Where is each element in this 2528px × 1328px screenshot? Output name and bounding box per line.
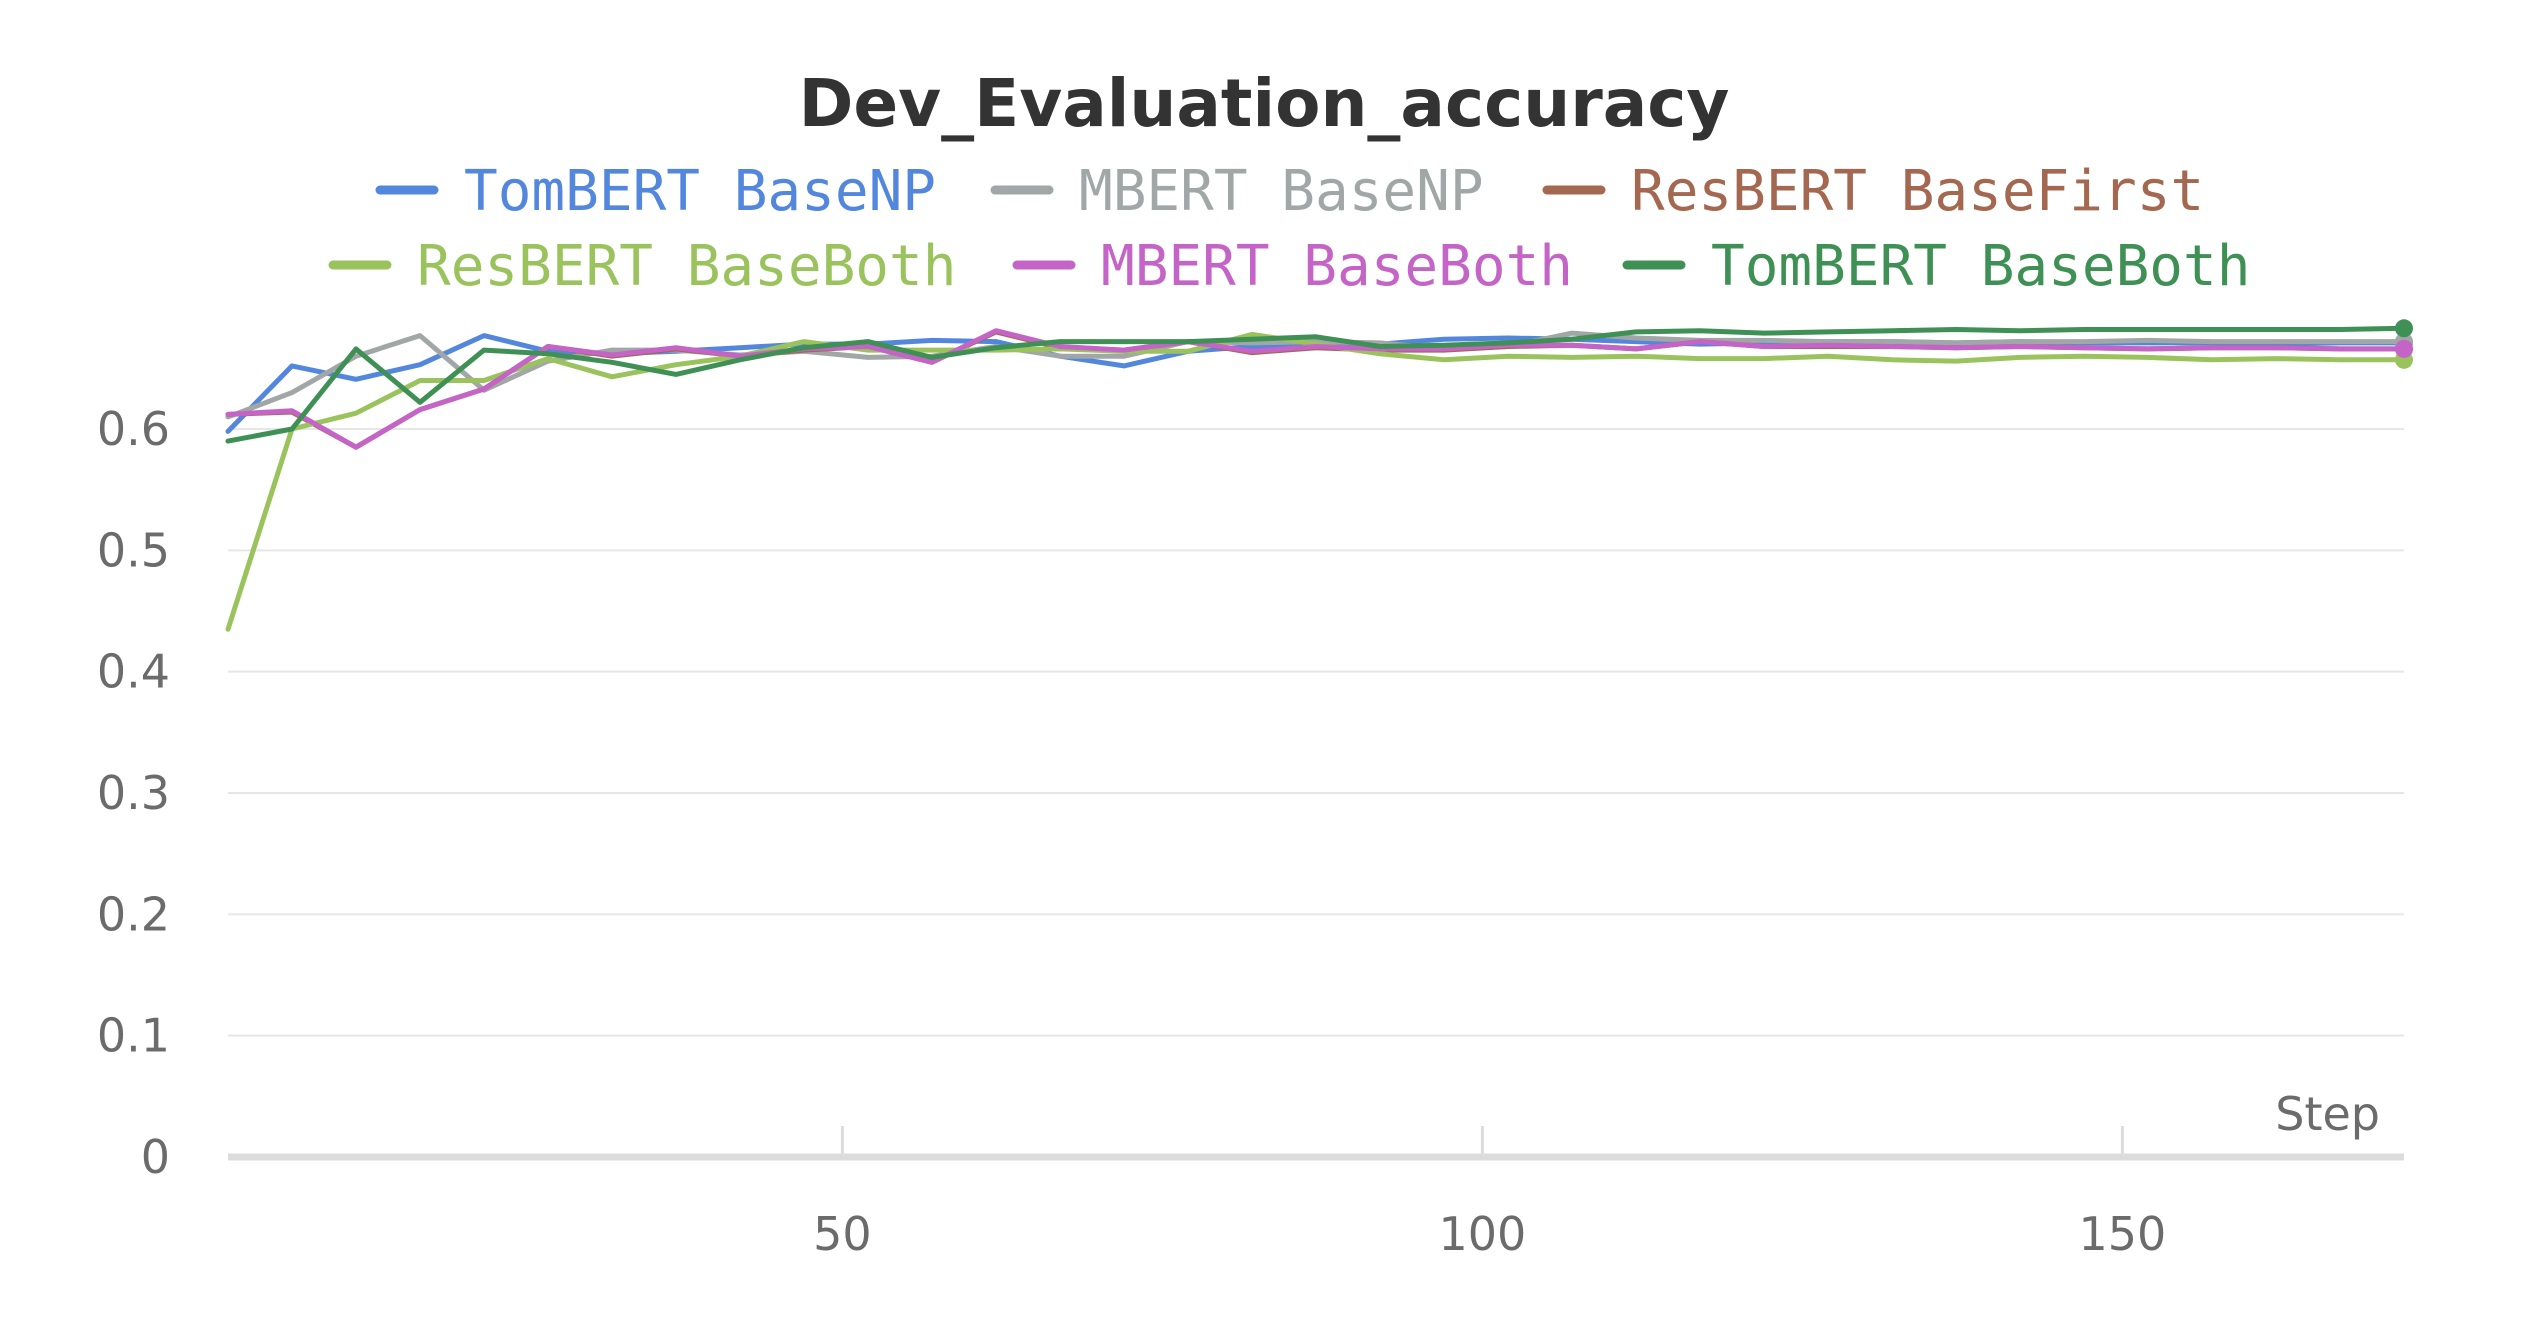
legend-label: MBERT BaseBoth (1101, 234, 1573, 299)
legend-label: TomBERT BaseBoth (1711, 234, 2250, 299)
legend-label: MBERT BaseNP (1079, 159, 1484, 224)
legend-item-1[interactable]: TomBERT BaseNP (375, 159, 936, 224)
y-tick-label: 0.2 (97, 887, 170, 941)
series-lines (225, 319, 2413, 632)
y-axis-ticks: 0 0.1 0.2 0.3 0.4 0.5 0.6 (97, 402, 170, 1184)
legend-item-4[interactable]: ResBERT BaseBoth (328, 234, 956, 299)
y-tick-label: 0.1 (97, 1009, 170, 1063)
x-tick-label: 50 (813, 1207, 872, 1261)
y-tick-label: 0.5 (97, 523, 170, 577)
series-end-point-6 (2395, 319, 2413, 338)
legend-item-2[interactable]: MBERT BaseNP (990, 159, 1484, 224)
series-end-point-5 (2395, 339, 2413, 358)
series-line-6 (225, 325, 2407, 444)
grid (228, 428, 2404, 1037)
legend-label: ResBERT BaseFirst (1631, 159, 2204, 224)
series-line-4 (225, 331, 2407, 632)
legend: TomBERT BaseNP MBERT BaseNP ResBERT BaseFi… (328, 159, 2250, 299)
y-tick-label: 0.4 (97, 645, 170, 699)
y-tick-label: 0.6 (97, 402, 170, 456)
legend-label: TomBERT BaseNP (464, 159, 936, 224)
y-tick-label: 0.3 (97, 766, 170, 820)
chart-title: Dev_Evaluation_accuracy (799, 65, 1730, 142)
x-axis-ticks: 50 100 150 (813, 1126, 2166, 1261)
series-line-5 (225, 328, 2407, 450)
legend-label: ResBERT BaseBoth (417, 234, 956, 299)
y-tick-label: 0 (141, 1130, 170, 1184)
legend-item-3[interactable]: ResBERT BaseFirst (1542, 159, 2204, 224)
legend-item-5[interactable]: MBERT BaseBoth (1012, 234, 1573, 299)
x-axis-label: Step (2275, 1087, 2380, 1141)
legend-item-6[interactable]: TomBERT BaseBoth (1622, 234, 2250, 299)
x-tick-label: 150 (2078, 1207, 2166, 1261)
x-tick-label: 100 (1438, 1207, 1526, 1261)
